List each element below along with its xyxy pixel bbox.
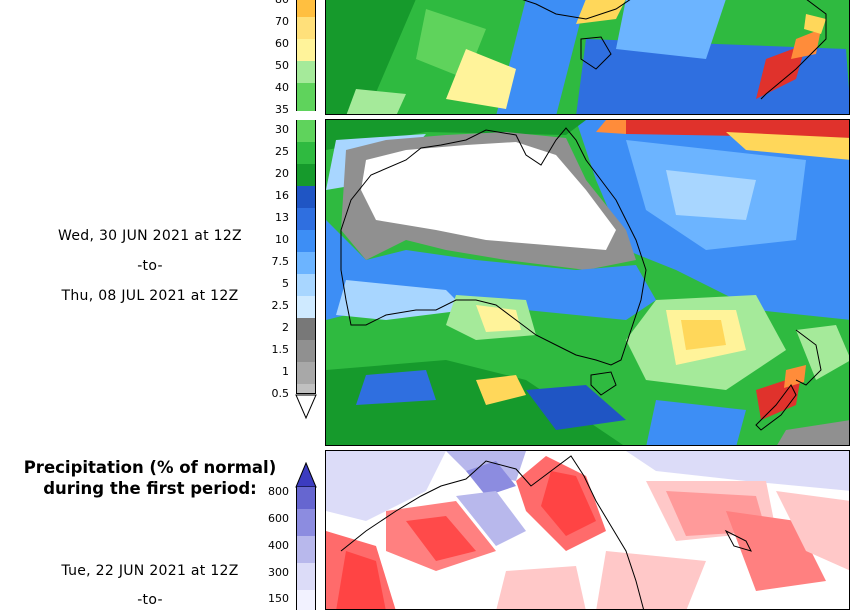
- tick-label: 50: [275, 59, 289, 72]
- tick-label: 400: [268, 539, 289, 552]
- rain-map-svg: [326, 120, 849, 445]
- anomaly-map-svg: [326, 451, 849, 609]
- tick-label: 10: [275, 233, 289, 246]
- anomaly-title-line2: during the first period:: [43, 479, 257, 498]
- tick-label: 1: [282, 365, 289, 378]
- tick-label: 70: [275, 15, 289, 28]
- rain-map-top-svg: [326, 0, 849, 114]
- tick-label: 0.5: [271, 387, 290, 400]
- tick-label: 600: [268, 512, 289, 525]
- tick-label: 16: [275, 189, 289, 202]
- tick-label: 2: [282, 321, 289, 334]
- anomaly-period-start: Tue, 22 JUN 2021 at 12Z: [61, 563, 239, 579]
- rain-period-sep: -to-: [137, 258, 163, 274]
- anomaly-colorbar: [296, 487, 316, 610]
- anomaly-map: [325, 450, 850, 610]
- anomaly-colorbar-arrow-icon: [295, 462, 317, 488]
- tick-label: 800: [268, 485, 289, 498]
- tick-label: 7.5: [271, 255, 290, 268]
- rain-period-end: Thu, 08 JUL 2021 at 12Z: [61, 288, 239, 304]
- tick-label: 40: [275, 81, 289, 94]
- tick-label: 60: [275, 37, 289, 50]
- rain-colorbar: [296, 120, 316, 420]
- rain-map: [325, 119, 850, 446]
- colorbar-arrow-icon: [295, 394, 317, 420]
- tick-label: 1.5: [271, 343, 290, 356]
- anomaly-title-line1: Precipitation (% of normal): [23, 458, 277, 477]
- tick-label: 2.5: [271, 299, 290, 312]
- tick-label: 13: [275, 211, 289, 224]
- rain-period-start: Wed, 30 JUN 2021 at 12Z: [58, 228, 242, 244]
- tick-label: 80: [239, 0, 289, 6]
- rain-map-top: [325, 0, 850, 115]
- tick-label: 35: [275, 103, 289, 116]
- tick-label: 25: [275, 145, 289, 158]
- tick-label: 300: [268, 566, 289, 579]
- rain-colorbar-top: [296, 0, 316, 111]
- tick-label: 5: [282, 277, 289, 290]
- tick-label: 30: [275, 123, 289, 136]
- tick-label: 20: [275, 167, 289, 180]
- anomaly-period-sep: -to-: [137, 592, 163, 608]
